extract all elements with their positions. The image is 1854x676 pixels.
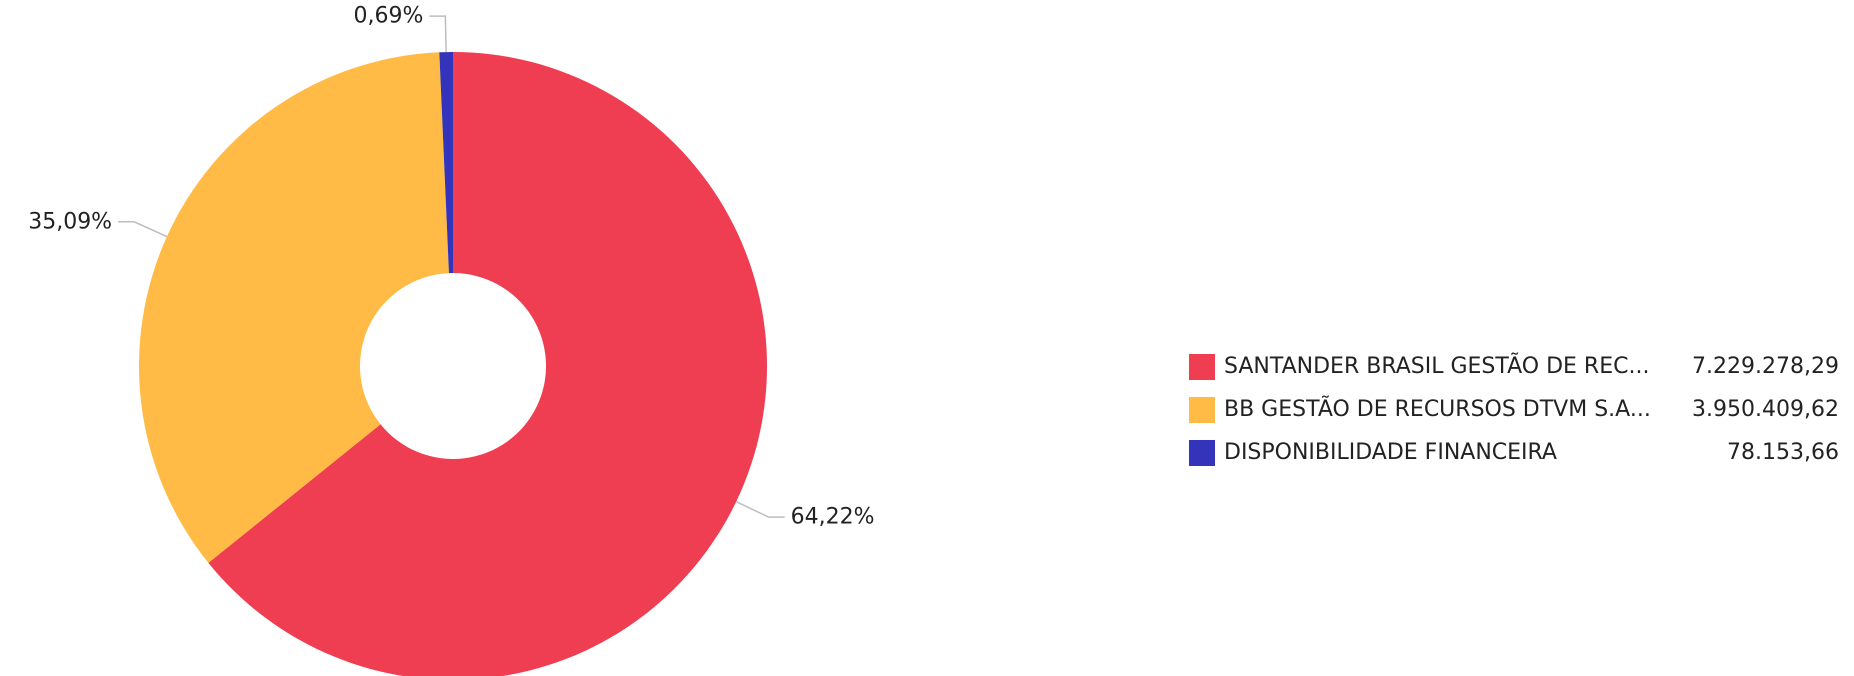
donut-slices: [138, 52, 767, 676]
legend-value: 78.153,66: [1727, 440, 1839, 465]
legend: SANTANDER BRASIL GESTÃO DE REC... 7.229.…: [1189, 345, 1839, 474]
legend-swatch: [1189, 439, 1215, 466]
legend-label: DISPONIBILIDADE FINANCEIRA: [1224, 440, 1557, 465]
leader-line: [735, 500, 785, 518]
slice-santander[interactable]: [208, 52, 767, 676]
legend-item-santander[interactable]: SANTANDER BRASIL GESTÃO DE REC... 7.229.…: [1189, 345, 1839, 388]
label-leader-lines: [118, 15, 785, 518]
legend-value: 3.950.409,62: [1692, 397, 1839, 422]
legend-item-disponibilidade[interactable]: DISPONIBILIDADE FINANCEIRA 78.153,66: [1189, 431, 1839, 474]
legend-swatch: [1189, 396, 1215, 423]
leader-line: [429, 15, 447, 53]
legend-item-bb-gestao[interactable]: BB GESTÃO DE RECURSOS DTVM S.A... 3.950.…: [1189, 388, 1839, 431]
percent-label: 0,69%: [353, 4, 423, 29]
legend-swatch: [1189, 353, 1215, 380]
legend-label: BB GESTÃO DE RECURSOS DTVM S.A...: [1224, 397, 1651, 422]
percent-label: 35,09%: [28, 209, 112, 234]
legend-label: SANTANDER BRASIL GESTÃO DE REC...: [1224, 354, 1650, 379]
percent-label: 64,22%: [791, 505, 875, 530]
percent-labels: 64,22% 35,09% 0,69%: [28, 4, 874, 530]
leader-line: [118, 221, 168, 238]
slice-bb-gestao[interactable]: [138, 52, 449, 563]
legend-value: 7.229.278,29: [1692, 354, 1839, 379]
slice-disponibilidade[interactable]: [439, 52, 453, 274]
